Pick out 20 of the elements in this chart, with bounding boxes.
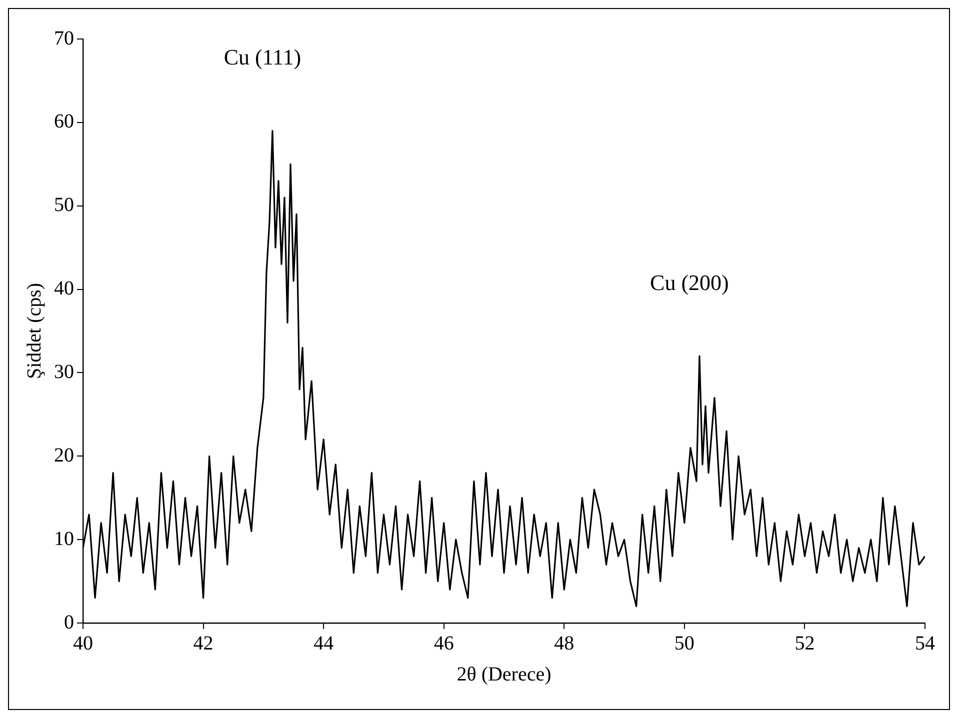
x-tick-label: 50 [674, 632, 694, 654]
y-tick-label: 40 [54, 278, 74, 300]
y-tick-label: 50 [54, 194, 74, 216]
x-tick-label: 42 [193, 632, 214, 654]
y-axis-title: Şiddet (cps) [23, 282, 46, 380]
y-tick-label: 10 [54, 528, 74, 550]
x-tick-label: 40 [73, 632, 93, 654]
x-tick-label: 54 [915, 632, 935, 654]
annotation: Cu (111) [224, 44, 302, 70]
y-tick-label: 20 [54, 444, 74, 466]
x-tick-label: 46 [434, 632, 454, 654]
x-axis-title: 2θ (Derece) [456, 663, 552, 686]
x-tick-label: 52 [794, 632, 815, 654]
x-tick-label: 44 [314, 632, 334, 654]
y-tick-label: 60 [54, 110, 74, 133]
x-tick-label: 48 [554, 632, 574, 654]
y-tick-label: 0 [64, 611, 74, 634]
y-tick-label: 70 [54, 27, 74, 50]
annotation: Cu (200) [650, 270, 729, 295]
y-tick-label: 30 [54, 360, 74, 383]
